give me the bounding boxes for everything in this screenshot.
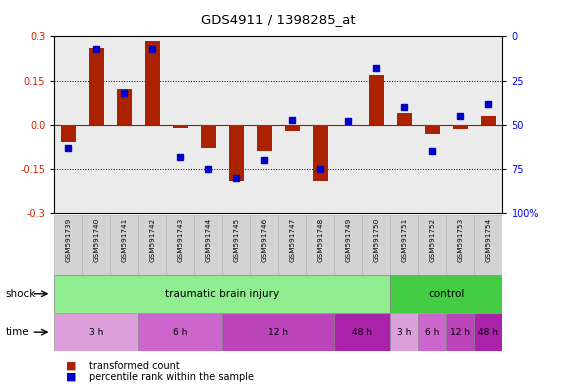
Text: 3 h: 3 h bbox=[89, 328, 103, 337]
Text: percentile rank within the sample: percentile rank within the sample bbox=[89, 372, 254, 382]
Bar bbox=[285, 125, 300, 131]
Text: GSM591746: GSM591746 bbox=[262, 218, 267, 262]
Bar bbox=[172, 125, 188, 128]
Bar bbox=[419, 215, 447, 275]
Text: GSM591750: GSM591750 bbox=[373, 218, 379, 262]
Bar bbox=[475, 215, 502, 275]
Bar bbox=[335, 313, 391, 351]
Bar bbox=[54, 215, 82, 275]
Text: ■: ■ bbox=[66, 361, 76, 371]
Text: GSM591739: GSM591739 bbox=[65, 218, 71, 262]
Text: GSM591744: GSM591744 bbox=[206, 218, 211, 262]
Text: time: time bbox=[6, 327, 29, 337]
Bar bbox=[222, 313, 335, 351]
Bar bbox=[200, 125, 216, 148]
Bar bbox=[228, 125, 244, 181]
Text: ■: ■ bbox=[66, 372, 76, 382]
Text: GSM591747: GSM591747 bbox=[289, 218, 295, 262]
Bar bbox=[61, 125, 76, 142]
Bar bbox=[144, 41, 160, 125]
Text: 48 h: 48 h bbox=[478, 328, 498, 337]
Text: GSM591754: GSM591754 bbox=[485, 218, 492, 262]
Text: GSM591753: GSM591753 bbox=[457, 218, 464, 262]
Text: GSM591741: GSM591741 bbox=[121, 218, 127, 262]
Bar bbox=[250, 215, 279, 275]
Bar bbox=[138, 313, 222, 351]
Text: 12 h: 12 h bbox=[268, 328, 288, 337]
Text: traumatic brain injury: traumatic brain injury bbox=[165, 289, 279, 299]
Text: GSM591748: GSM591748 bbox=[317, 218, 323, 262]
Text: GSM591752: GSM591752 bbox=[429, 218, 436, 262]
Bar bbox=[363, 215, 391, 275]
Text: GSM591742: GSM591742 bbox=[149, 218, 155, 262]
Bar bbox=[54, 313, 138, 351]
Bar bbox=[475, 313, 502, 351]
Bar bbox=[425, 125, 440, 134]
Bar bbox=[453, 125, 468, 129]
Bar bbox=[116, 89, 132, 125]
Text: GSM591745: GSM591745 bbox=[234, 218, 239, 262]
Bar bbox=[447, 215, 475, 275]
Bar bbox=[222, 215, 250, 275]
Bar bbox=[369, 75, 384, 125]
Bar bbox=[82, 215, 110, 275]
Text: 6 h: 6 h bbox=[425, 328, 440, 337]
Text: shock: shock bbox=[6, 289, 36, 299]
Bar bbox=[89, 48, 104, 125]
Bar bbox=[391, 215, 419, 275]
Bar bbox=[335, 215, 363, 275]
Bar bbox=[194, 215, 222, 275]
Text: GSM591749: GSM591749 bbox=[345, 218, 351, 262]
Text: GDS4911 / 1398285_at: GDS4911 / 1398285_at bbox=[201, 13, 356, 26]
Bar bbox=[481, 116, 496, 125]
Text: 3 h: 3 h bbox=[397, 328, 412, 337]
Bar bbox=[307, 215, 335, 275]
Bar bbox=[279, 215, 307, 275]
Text: GSM591743: GSM591743 bbox=[178, 218, 183, 262]
Text: GSM591751: GSM591751 bbox=[401, 218, 408, 262]
Bar bbox=[419, 313, 447, 351]
Bar bbox=[110, 215, 138, 275]
Bar bbox=[256, 125, 272, 151]
Text: 48 h: 48 h bbox=[352, 328, 372, 337]
Bar bbox=[166, 215, 194, 275]
Bar bbox=[313, 125, 328, 181]
Text: control: control bbox=[428, 289, 465, 299]
Text: 12 h: 12 h bbox=[451, 328, 471, 337]
Bar bbox=[391, 275, 502, 313]
Bar bbox=[447, 313, 475, 351]
Text: transformed count: transformed count bbox=[89, 361, 179, 371]
Text: 6 h: 6 h bbox=[173, 328, 187, 337]
Bar bbox=[54, 275, 391, 313]
Bar bbox=[397, 113, 412, 125]
Bar bbox=[138, 215, 166, 275]
Text: GSM591740: GSM591740 bbox=[93, 218, 99, 262]
Bar bbox=[391, 313, 419, 351]
